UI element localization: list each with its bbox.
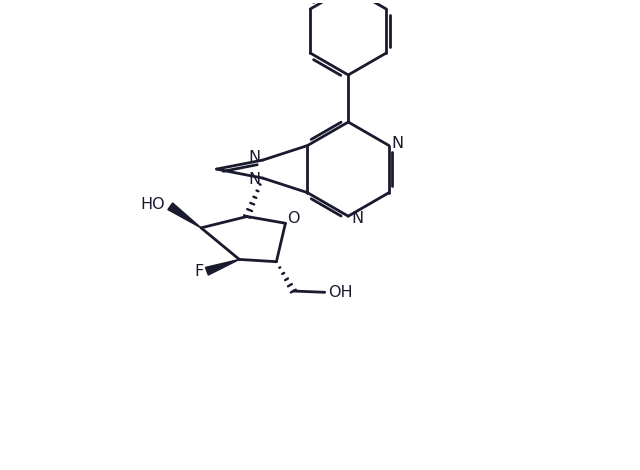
Polygon shape — [205, 259, 239, 275]
Text: N: N — [391, 135, 403, 150]
Text: F: F — [195, 264, 204, 279]
Polygon shape — [168, 203, 201, 228]
Text: OH: OH — [328, 285, 353, 300]
Text: N: N — [351, 211, 364, 226]
Text: N: N — [248, 150, 260, 165]
Text: HO: HO — [141, 197, 165, 212]
Text: N: N — [248, 172, 260, 188]
Text: O: O — [287, 212, 300, 227]
